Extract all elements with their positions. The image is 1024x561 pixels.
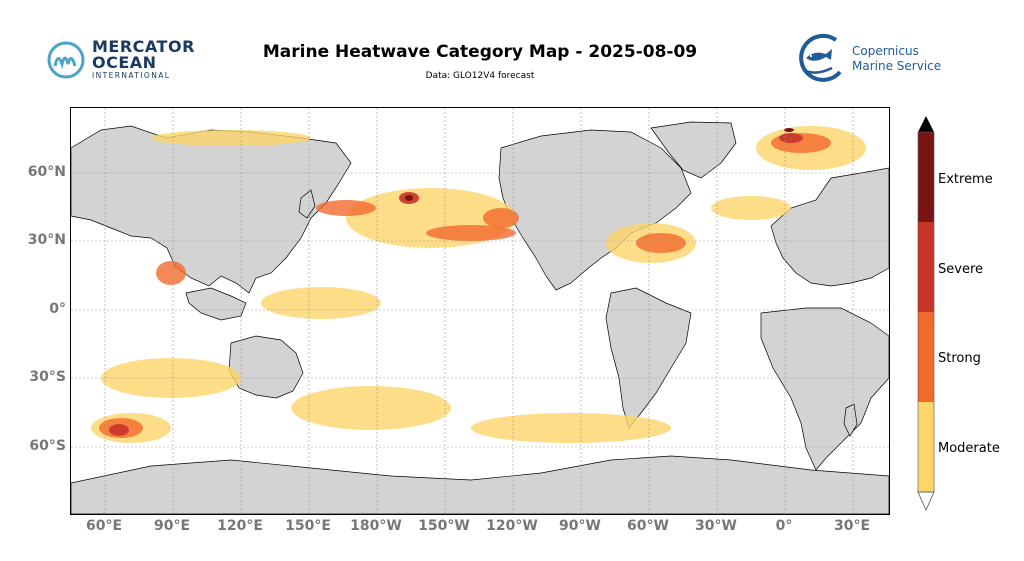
colorbar <box>917 116 935 511</box>
colorbar-max-arrow <box>918 116 934 132</box>
copernicus-logo: Copernicus Marine Service <box>792 30 942 86</box>
copernicus-logo-line1: Copernicus <box>852 44 919 58</box>
lat-label-30n: 30°N <box>27 232 66 248</box>
lon-label-180w: 180°W <box>350 518 402 534</box>
mercator-logo: MERCATOR OCEAN INTERNATIONAL <box>46 36 206 84</box>
lon-label-150w: 150°W <box>418 518 470 534</box>
lat-label-60n: 60°N <box>27 164 66 180</box>
colorbar-segment-strong <box>918 312 934 402</box>
lon-label-60e: 60°E <box>85 518 123 534</box>
colorbar-segment-moderate <box>918 402 934 492</box>
colorbar-label-severe: Severe <box>938 262 983 277</box>
land-antarctica <box>71 455 889 514</box>
lon-label-0: 0° <box>775 518 793 534</box>
lat-label-60s: 60°S <box>29 438 66 454</box>
map-title: Marine Heatwave Category Map - 2025-08-0… <box>262 42 698 62</box>
land-indonesia <box>185 287 247 321</box>
map-canvas <box>71 108 889 514</box>
lon-label-120w: 120°W <box>486 518 538 534</box>
land-layer <box>71 121 889 514</box>
land-madagascar <box>843 403 858 437</box>
colorbar-outline <box>917 131 935 493</box>
mercator-logo-icon <box>47 41 85 79</box>
mercator-logo-line2: OCEAN <box>92 53 157 72</box>
colorbar-label-moderate: Moderate <box>938 441 1000 456</box>
map-subtitle: Data: GLO12V4 forecast <box>425 71 535 81</box>
lon-label-90w: 90°W <box>559 518 601 534</box>
lon-label-30w: 30°W <box>695 518 737 534</box>
colorbar-label-extreme: Extreme <box>938 172 993 187</box>
lat-label-0: 0° <box>49 301 66 317</box>
lon-label-60w: 60°W <box>627 518 669 534</box>
heatwave-extreme-layer <box>405 128 794 201</box>
colorbar-segment-severe <box>918 222 934 312</box>
lat-label-30s: 30°S <box>29 369 66 385</box>
land-south-america <box>605 287 692 429</box>
lon-label-30e: 30°E <box>833 518 871 534</box>
land-north-america <box>498 129 692 291</box>
graticule <box>71 108 889 514</box>
land-japan <box>298 189 316 219</box>
land-australia <box>228 335 304 399</box>
mercator-logo-line1: MERCATOR <box>92 37 195 56</box>
colorbar-min-arrow <box>917 491 935 511</box>
land-arabia-africa <box>760 307 889 471</box>
lon-label-120e: 120°E <box>217 518 263 534</box>
copernicus-logo-line2: Marine Service <box>852 59 942 73</box>
colorbar-label-strong: Strong <box>938 351 981 366</box>
land-greenland <box>650 121 737 179</box>
lon-label-150e: 150°E <box>285 518 331 534</box>
heatwave-moderate-layer <box>91 126 866 443</box>
land-europe <box>770 167 889 287</box>
colorbar-segment-extreme <box>918 132 934 222</box>
lon-label-90e: 90°E <box>153 518 191 534</box>
world-map <box>70 107 890 515</box>
copernicus-logo-icon <box>799 33 842 82</box>
mercator-logo-line3: INTERNATIONAL <box>92 71 171 80</box>
